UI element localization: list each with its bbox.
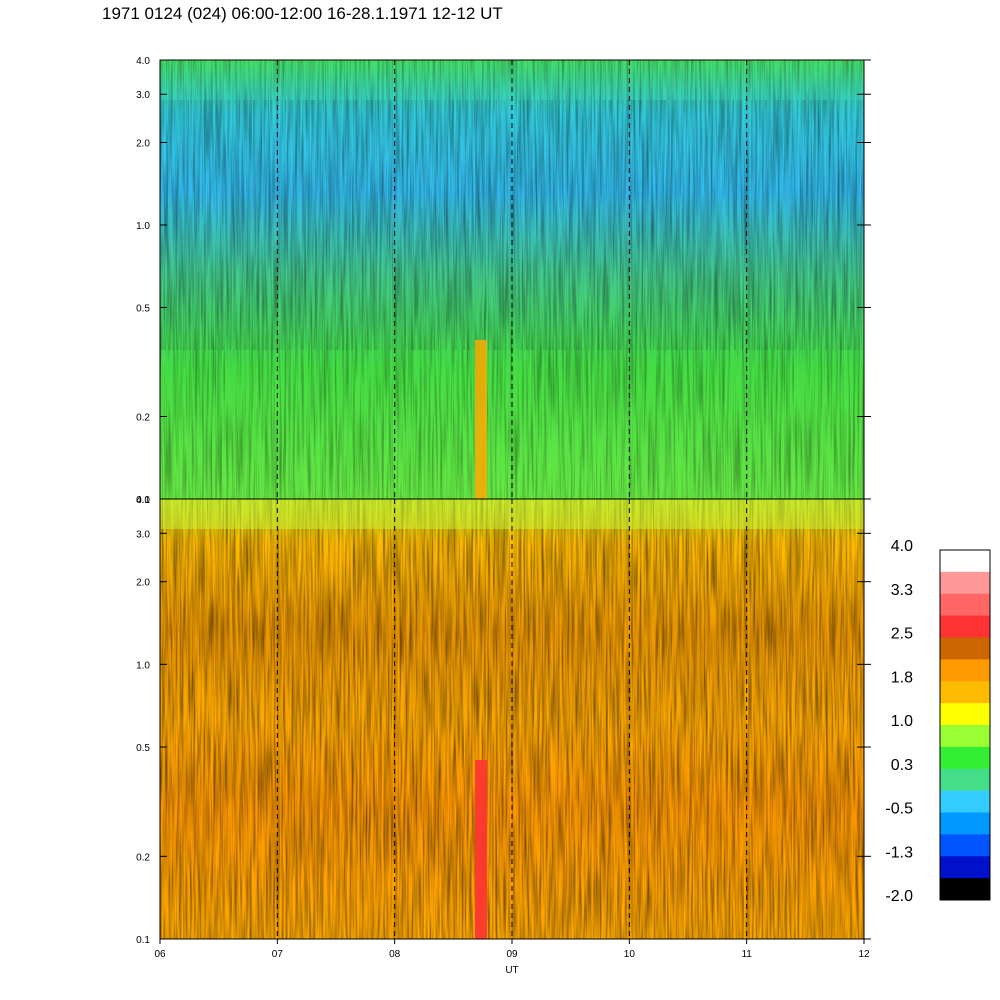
upper-panel-orange-band: [475, 340, 487, 499]
y-tick-label: 0.1: [136, 495, 150, 506]
x-axis-ticks: 06 07 08 09 10 11 12: [154, 939, 870, 960]
y-tick-label: 0.2: [136, 852, 150, 863]
colorbar: [939, 549, 991, 901]
colorbar-label: 2.5: [891, 626, 913, 643]
colorbar-label: 0.3: [891, 757, 913, 774]
y-tick-label: 1.0: [136, 660, 150, 671]
y-tick-label: 3.0: [136, 90, 150, 101]
colorbar-swatch: [940, 834, 990, 857]
colorbar-label: 3.3: [891, 582, 913, 599]
colorbar-swatch: [940, 703, 990, 726]
colorbar-swatch: [940, 550, 990, 573]
y-tick-label: 2.0: [136, 578, 150, 589]
x-tick-label: 12: [858, 949, 870, 960]
colorbar-swatch: [940, 790, 990, 813]
x-tick-label: 10: [624, 949, 636, 960]
y-tick-label: 1.0: [136, 221, 150, 232]
y-tick-label: 2.0: [136, 138, 150, 149]
colorbar-swatch: [940, 746, 990, 770]
x-tick-label: 07: [272, 949, 284, 960]
colorbar-swatch: [940, 637, 990, 660]
colorbar-swatch: [940, 878, 990, 901]
colorbar-label: 1.8: [891, 669, 913, 686]
colorbar-swatch: [940, 593, 990, 617]
colorbar-label: -2.0: [885, 888, 913, 905]
x-tick-label: 06: [154, 949, 166, 960]
colorbar-swatch: [940, 768, 990, 792]
y-tick-label: 3.0: [136, 529, 150, 540]
y-tick-label: 0.5: [136, 303, 150, 314]
upper-panel: [159, 59, 865, 500]
x-axis-label: UT: [505, 965, 518, 976]
x-tick-label: 11: [741, 949, 752, 960]
colorbar-label: 4.0: [891, 538, 913, 555]
colorbar-labels: 4.0 3.3 2.5 1.8 1.0 0.3 -0.5 -1.3 -2.0: [885, 538, 913, 905]
colorbar-swatch: [940, 812, 990, 835]
colorbar-swatch: [940, 571, 990, 595]
colorbar-label: -1.3: [885, 844, 913, 861]
colorbar-swatch: [940, 725, 990, 748]
y-axis-ticks: 0.10.20.51.02.03.04.00.10.20.51.02.03.04…: [136, 56, 871, 946]
y-tick-label: 4.0: [136, 56, 150, 67]
y-tick-label: 0.5: [136, 743, 150, 754]
x-tick-label: 09: [506, 949, 518, 960]
x-tick-label: 08: [389, 949, 401, 960]
colorbar-swatch: [940, 615, 990, 638]
y-tick-label: 0.2: [136, 413, 150, 424]
colorbar-swatch: [940, 659, 990, 682]
colorbar-swatch: [940, 856, 990, 879]
y-tick-label: 4.0: [136, 495, 150, 506]
lower-hour-lines: [276, 499, 748, 939]
colorbar-label: 1.0: [891, 713, 913, 730]
upper-hour-lines: [276, 60, 748, 499]
colorbar-label: -0.5: [885, 801, 913, 818]
colorbar-swatch: [940, 681, 990, 704]
lower-panel-red-band: [475, 760, 487, 939]
y-tick-label: 0.1: [136, 935, 150, 946]
lower-panel: [159, 498, 865, 940]
colorbar-frame: [939, 549, 991, 901]
chart-title: 1971 0124 (024) 06:00-12:00 16-28.1.1971…: [102, 4, 503, 23]
